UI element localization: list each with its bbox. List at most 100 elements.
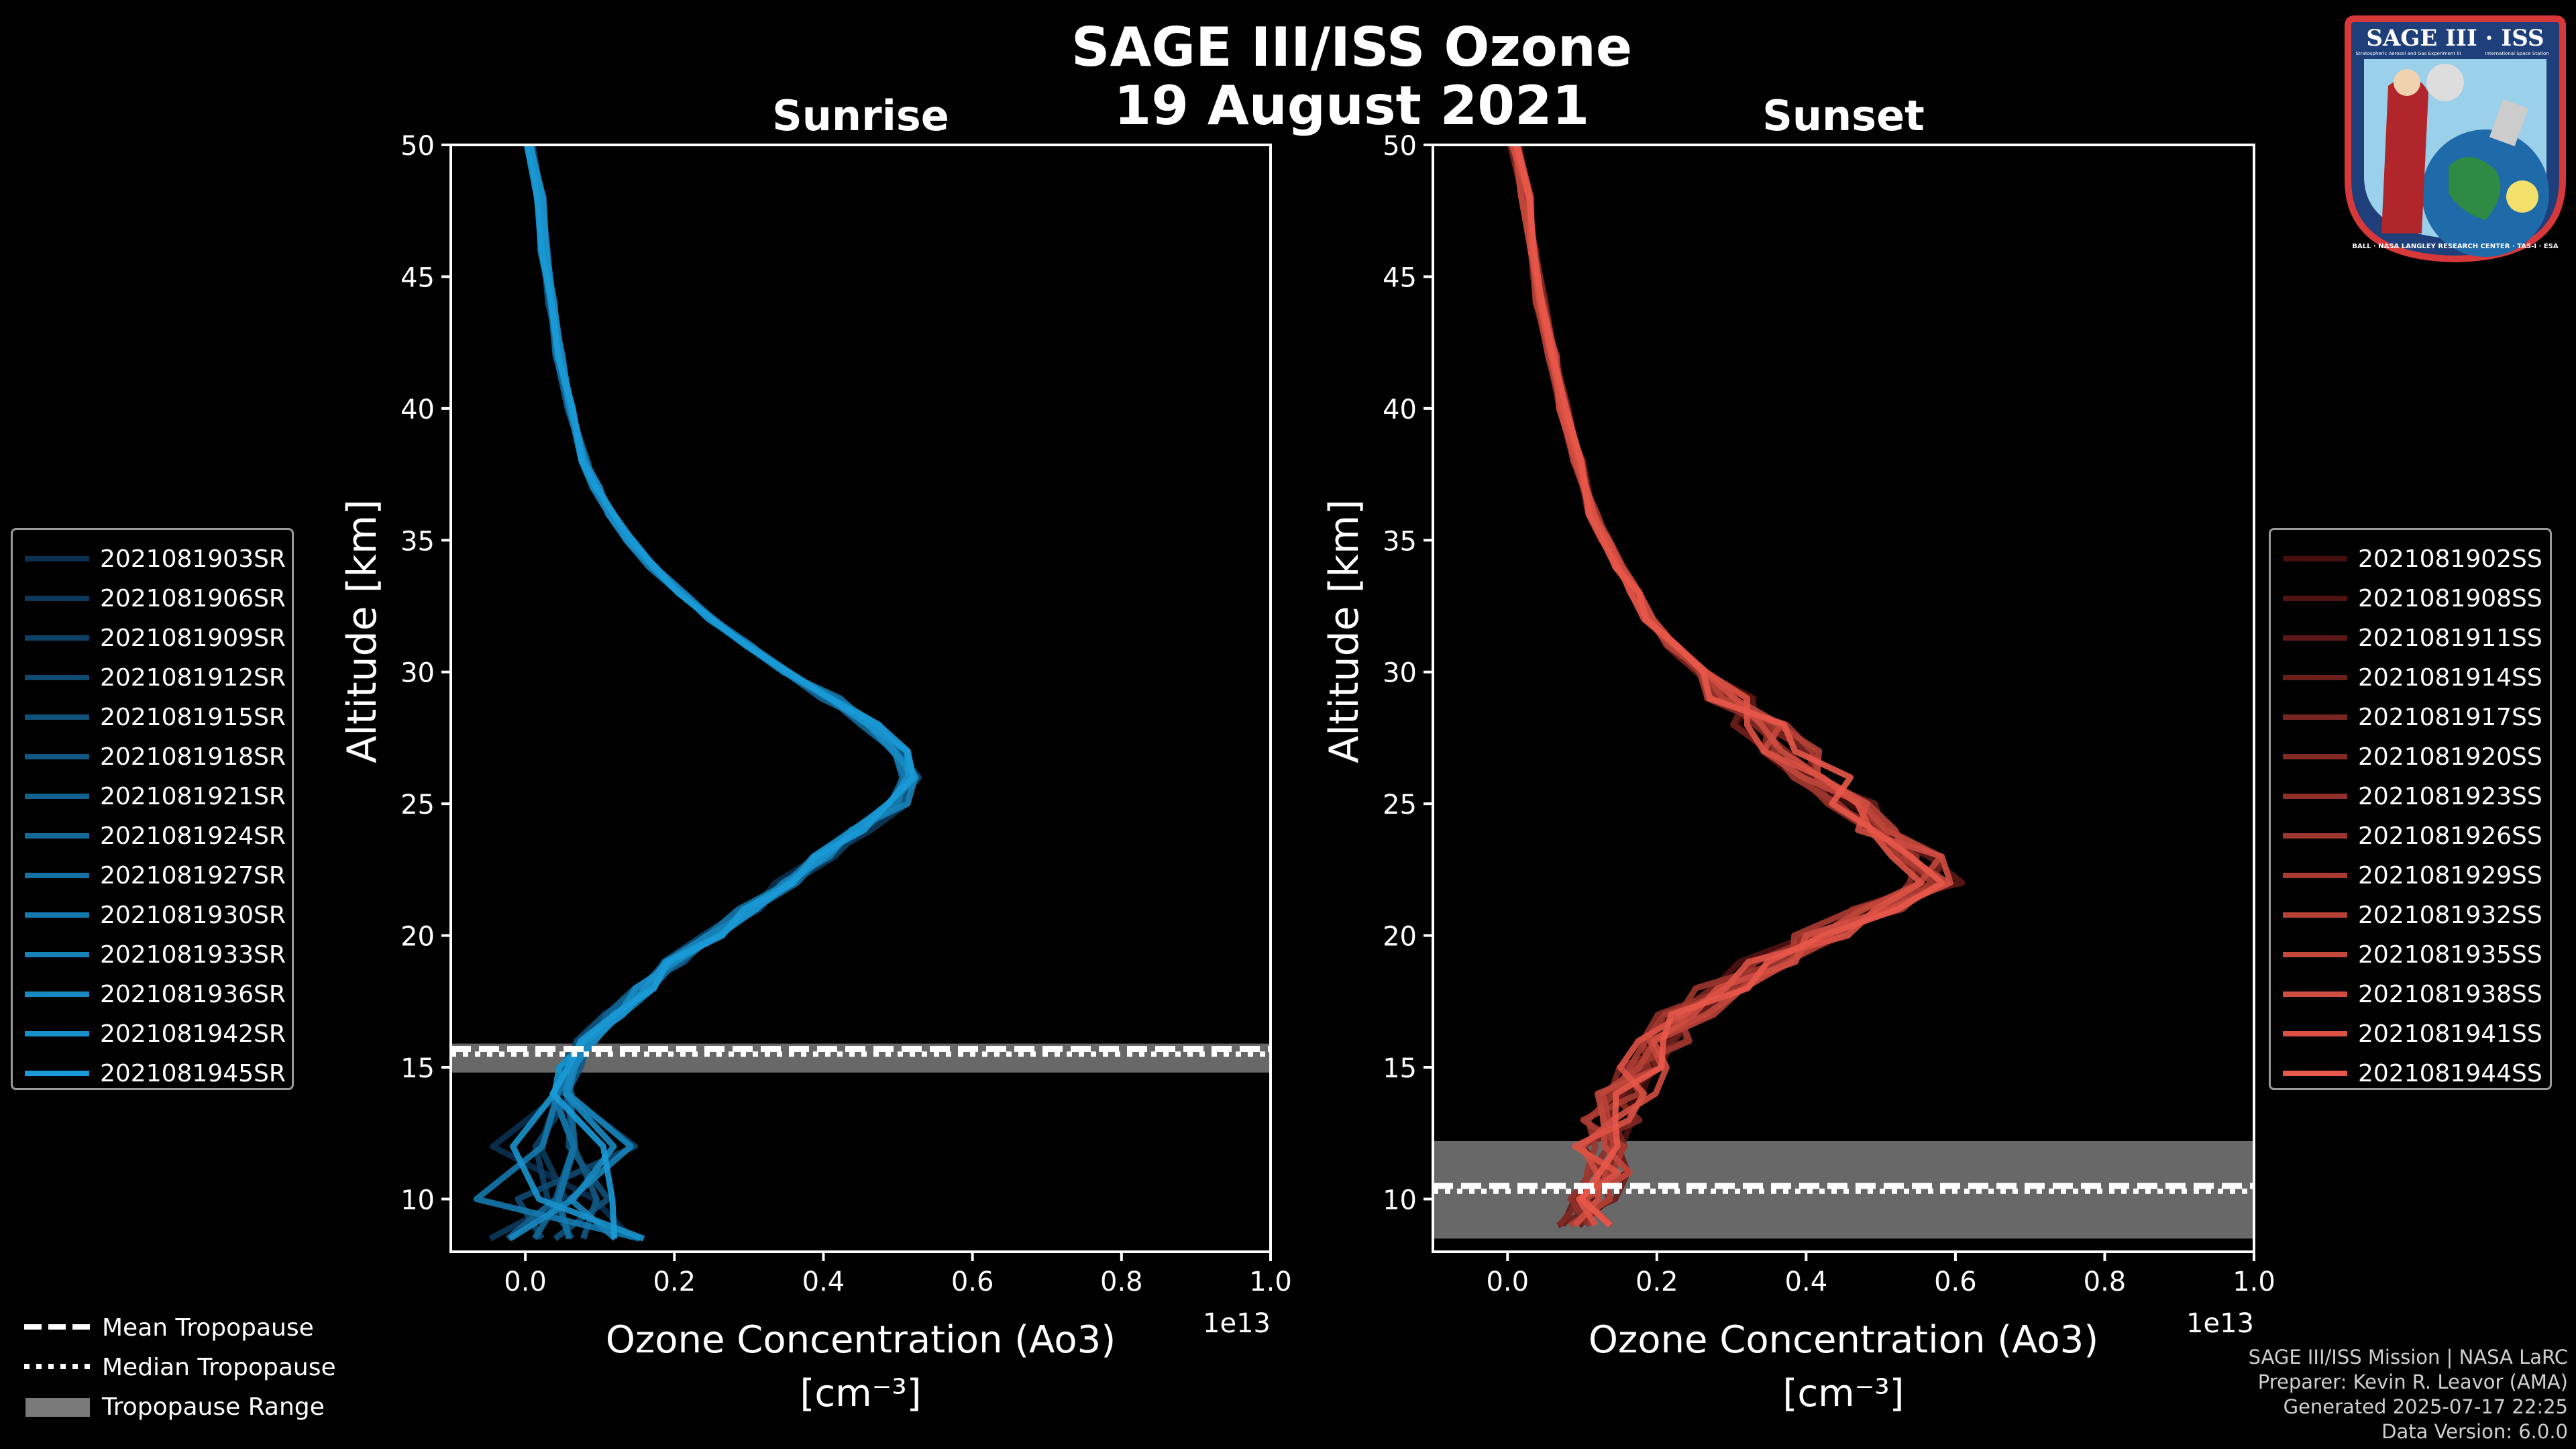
legend-label: 2021081930SR [100,901,286,929]
credit-preparer: Preparer: Kevin R. Leavor (AMA) [2257,1371,2568,1393]
plot-area [451,145,1271,1242]
panel-title: Sunrise [772,91,949,140]
x-tick-label: 0.8 [2084,1267,2127,1297]
y-axis-label: Altitude [km] [339,499,386,763]
x-tick-label: 0.6 [1934,1267,1977,1297]
legend-label: 2021081918SR [100,743,286,771]
profile-line-2021081936SR [508,145,919,1242]
x-axis-label: Ozone Concentration (Ao3) [1589,1318,2098,1362]
y-axis-label: Altitude [km] [1321,499,1368,763]
legend-median-label: Median Tropopause [102,1353,336,1381]
legend-swatch [2283,794,2347,799]
sunrise-legend: 2021081903SR 2021081906SR 2021081909SR 2021… [11,528,294,1090]
legend-swatch [2283,952,2347,957]
x-axis-units: [cm⁻³] [1782,1372,1904,1415]
tropopause-legend: Mean Tropopause Median Tropopause Tropop… [13,1308,389,1429]
panel-title: Sunset [1762,91,1925,140]
logo-title: SAGE III · ISS [2366,25,2544,52]
x-tick-label: 0.2 [1635,1267,1678,1297]
x-tick-label: 0.0 [504,1267,547,1297]
legend-swatch [25,635,89,641]
credit-mission: SAGE III/ISS Mission | NASA LaRC [2248,1346,2568,1368]
profile-line-2021081945SR [523,145,916,1239]
profile-line-2021081944SS [1513,145,1945,1228]
x-axis-units: [cm⁻³] [800,1372,921,1415]
legend-swatch [2283,833,2347,839]
legend-label: 2021081927SR [100,861,286,890]
legend-label: 2021081914SS [2358,663,2542,692]
legend-label: 2021081932SS [2358,901,2542,929]
y-tick-label: 25 [1383,790,1417,820]
legend-label: 2021081924SR [100,822,286,850]
legend-swatch [25,794,89,799]
logo-small-left: Stratospheric Aerosol and Gas Experiment… [2355,51,2461,56]
mission-patch-icon: SAGE III · ISS Stratospheric Aerosol and… [2345,15,2566,263]
y-tick-label: 35 [400,526,435,557]
y-tick-label: 50 [400,131,435,162]
y-tick-label: 25 [400,790,435,820]
axes-frame [449,144,1272,1253]
y-tick-label: 10 [1383,1185,1417,1216]
legend-swatch [2283,991,2347,997]
y-tick-label: 15 [400,1053,435,1084]
logo-ring-text: BALL · NASA LANGLEY RESEARCH CENTER · TA… [2352,243,2559,250]
x-tick-label: 1.0 [1249,1267,1292,1297]
legend-swatch [25,912,89,918]
y-tick-label: 15 [1383,1053,1417,1084]
y-tick-label: 50 [1383,131,1417,162]
profile-line-2021081933SR [527,145,918,1241]
chart-title-line2: 19 August 2021 [1114,74,1590,137]
legend-swatch [25,873,89,878]
x-tick-label: 0.4 [802,1267,845,1297]
legend-mean-label: Mean Tropopause [102,1313,314,1342]
legend-swatch [25,833,89,839]
legend-swatch [25,754,89,759]
profile-line-2021081927SR [525,145,916,1240]
legend-label: 2021081908SS [2358,584,2542,612]
dashed-line-icon [24,1324,91,1330]
legend-label: 2021081920SS [2358,743,2542,771]
legend-swatch [2283,873,2347,878]
profile-line-2021081909SR [523,145,908,1240]
profile-line-2021081918SR [527,145,919,1240]
y-tick-label: 30 [400,658,435,689]
legend-swatch [2283,635,2347,641]
dotted-line-icon [24,1364,91,1369]
legend-label: 2021081935SS [2358,941,2542,969]
x-axis-label: Ozone Concentration (Ao3) [606,1318,1116,1362]
legend-swatch [2283,1031,2347,1036]
legend-label: 2021081903SR [100,545,286,573]
plot-area [1433,145,2254,1239]
x-scale-multiplier: 1e13 [1203,1308,1271,1339]
axes-frame [1432,144,2255,1253]
credit-data-version: Data Version: 6.0.0 [2381,1420,2568,1443]
sunset-legend: 2021081902SS 2021081908SS 2021081911SS 2021… [2269,528,2552,1090]
legend-label: 2021081933SR [100,941,286,969]
y-tick-label: 10 [400,1185,435,1216]
y-tick-label: 40 [1383,394,1417,425]
legend-label: 2021081944SS [2358,1059,2542,1087]
credit-generated: Generated 2025-07-17 22:25 [2283,1395,2568,1418]
legend-swatch [25,675,89,680]
sunrise-panel: Sunrise 0.0 0.2 0.4 0.6 0.8 1.0 10 15 20 25 30 35 40 4… [339,91,1292,1415]
legend-label: 2021081942SR [100,1020,286,1048]
x-tick-label: 0.8 [1100,1267,1143,1297]
legend-swatch [2283,675,2347,680]
legend-label: 2021081912SR [100,663,286,692]
legend-swatch [2283,912,2347,918]
y-tick-label: 35 [1383,526,1417,557]
legend-swatch [25,556,89,561]
legend-swatch [25,596,89,601]
legend-label: 2021081917SS [2358,703,2542,731]
y-tick-label: 45 [1383,262,1417,293]
gray-band-icon [25,1398,90,1417]
legend-swatch [25,1031,89,1036]
y-tick-label: 20 [400,922,435,953]
sunset-panel: Sunset 0.0 0.2 0.4 0.6 0.8 1.0 10 15 20 25 30 35 40 45… [1321,91,2275,1415]
y-tick-label: 20 [1383,922,1417,953]
x-scale-multiplier: 1e13 [2186,1308,2254,1339]
x-tick-label: 0.0 [1486,1267,1529,1297]
legend-swatch [2283,596,2347,601]
legend-range-label: Tropopause Range [102,1393,325,1421]
